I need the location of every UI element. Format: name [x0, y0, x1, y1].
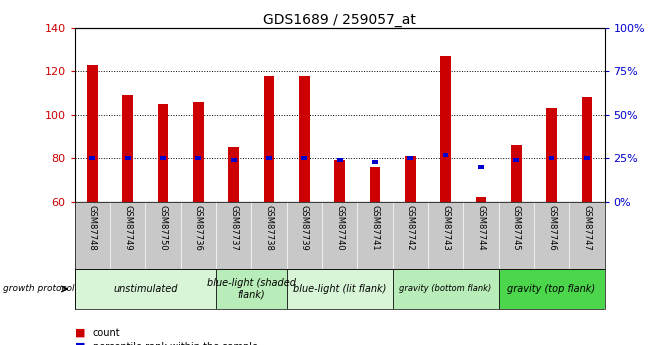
- Bar: [216, 269, 287, 309]
- Bar: [440, 56, 451, 202]
- Text: GSM87744: GSM87744: [476, 205, 486, 251]
- Bar: [193, 102, 203, 202]
- Bar: [266, 156, 272, 160]
- Text: GSM87749: GSM87749: [124, 205, 132, 251]
- Text: GSM87739: GSM87739: [300, 205, 309, 251]
- Bar: [160, 156, 166, 160]
- Text: GSM87738: GSM87738: [265, 205, 274, 251]
- Bar: [158, 104, 168, 202]
- Bar: [514, 158, 519, 162]
- Text: GSM87740: GSM87740: [335, 205, 344, 251]
- Text: gravity (top flank): gravity (top flank): [508, 284, 595, 294]
- Bar: [546, 108, 557, 202]
- Text: GSM87736: GSM87736: [194, 205, 203, 251]
- Title: GDS1689 / 259057_at: GDS1689 / 259057_at: [263, 12, 416, 27]
- Text: GSM87741: GSM87741: [370, 205, 380, 251]
- Text: GSM87737: GSM87737: [229, 205, 238, 251]
- Bar: [370, 167, 380, 202]
- Text: GSM87743: GSM87743: [441, 205, 450, 251]
- Bar: [582, 97, 592, 202]
- Bar: [511, 145, 521, 202]
- Bar: [584, 156, 590, 160]
- Bar: [443, 153, 448, 157]
- Text: blue-light (lit flank): blue-light (lit flank): [293, 284, 386, 294]
- Text: GSM87750: GSM87750: [159, 205, 168, 251]
- Text: GSM87748: GSM87748: [88, 205, 97, 251]
- Text: blue-light (shaded
flank): blue-light (shaded flank): [207, 278, 296, 300]
- Text: GSM87747: GSM87747: [582, 205, 592, 251]
- Bar: [231, 158, 237, 162]
- Bar: [122, 95, 133, 202]
- Bar: [408, 156, 413, 160]
- Text: percentile rank within the sample: percentile rank within the sample: [93, 342, 258, 345]
- Bar: [228, 147, 239, 202]
- Text: gravity (bottom flank): gravity (bottom flank): [400, 284, 491, 294]
- Text: GSM87742: GSM87742: [406, 205, 415, 251]
- Text: GSM87745: GSM87745: [512, 205, 521, 251]
- Bar: [405, 156, 415, 202]
- Bar: [125, 156, 131, 160]
- Bar: [549, 156, 554, 160]
- Bar: [499, 269, 604, 309]
- Bar: [337, 158, 343, 162]
- Bar: [478, 165, 484, 169]
- Bar: [90, 156, 96, 160]
- Bar: [87, 65, 98, 202]
- Bar: [264, 76, 274, 202]
- Text: GSM87746: GSM87746: [547, 205, 556, 251]
- Bar: [302, 156, 307, 160]
- Bar: [75, 269, 216, 309]
- Bar: [287, 269, 393, 309]
- Bar: [476, 197, 486, 202]
- Bar: [372, 160, 378, 164]
- Bar: [196, 156, 202, 160]
- Bar: [299, 76, 309, 202]
- Text: ■: ■: [75, 328, 85, 338]
- Text: unstimulated: unstimulated: [113, 284, 177, 294]
- Text: count: count: [93, 328, 121, 338]
- Text: ■: ■: [75, 342, 85, 345]
- Text: growth protocol: growth protocol: [3, 284, 75, 294]
- Bar: [334, 160, 345, 202]
- Bar: [393, 269, 499, 309]
